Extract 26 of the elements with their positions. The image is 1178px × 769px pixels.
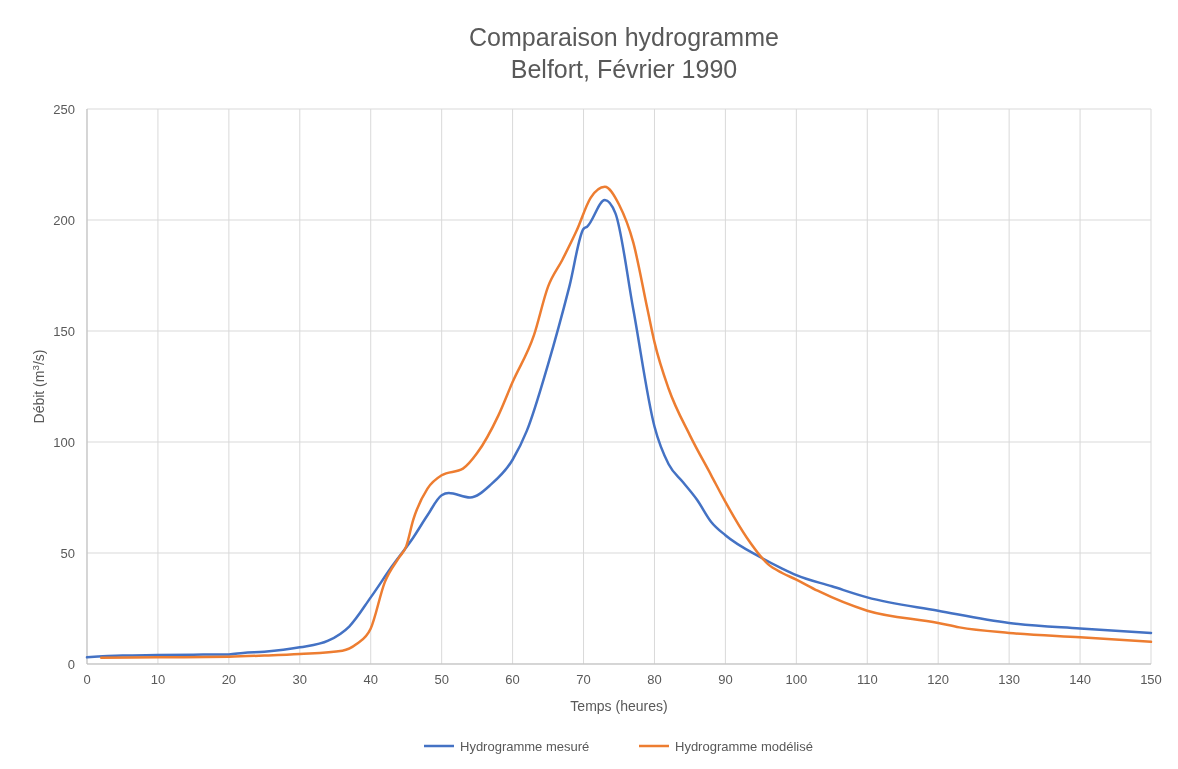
y-tick-label: 150 bbox=[53, 323, 75, 339]
x-tick-label: 110 bbox=[856, 672, 878, 687]
x-tick-label: 80 bbox=[647, 672, 662, 687]
x-tick-label: 10 bbox=[150, 672, 166, 687]
x-tick-label: 40 bbox=[363, 672, 378, 687]
x-tick-label: 50 bbox=[434, 672, 449, 687]
y-tick-label: 50 bbox=[60, 545, 75, 561]
x-tick-label: 130 bbox=[998, 672, 1020, 687]
legend-label: Hydrogramme mesuré bbox=[460, 738, 590, 754]
x-tick-label: 70 bbox=[576, 672, 591, 687]
x-tick-label: 60 bbox=[505, 672, 520, 687]
y-tick-label: 100 bbox=[53, 434, 75, 450]
x-tick-label: 150 bbox=[1140, 672, 1162, 687]
x-tick-label: 20 bbox=[221, 672, 237, 687]
x-axis-title: Temps (heures) bbox=[570, 698, 668, 714]
x-tick-label: 0 bbox=[83, 672, 91, 687]
x-tick-label: 100 bbox=[785, 672, 808, 687]
x-tick-label: 90 bbox=[718, 672, 733, 687]
legend-label: Hydrogramme modélisé bbox=[675, 738, 813, 754]
x-tick-label: 120 bbox=[927, 672, 950, 687]
x-tick-label: 30 bbox=[292, 672, 308, 687]
chart-title: Comparaison hydrogramme Belfort, Février 1990 bbox=[469, 23, 779, 83]
x-tick-label: 140 bbox=[1069, 672, 1091, 687]
y-tick-label: 0 bbox=[67, 656, 75, 672]
y-tick-label: 200 bbox=[53, 212, 75, 228]
y-tick-label: 250 bbox=[53, 101, 75, 117]
